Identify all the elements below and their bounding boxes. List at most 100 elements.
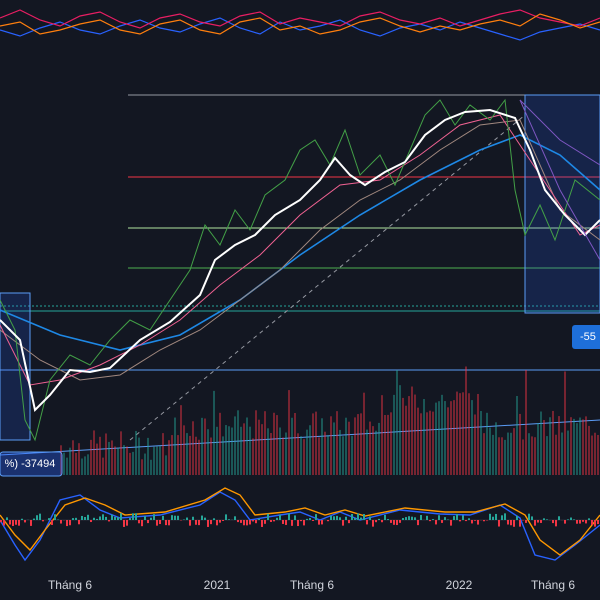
volume-bar xyxy=(213,390,215,475)
volume-bar xyxy=(435,402,437,475)
volume-bar xyxy=(504,439,506,475)
histogram-bar xyxy=(48,518,50,520)
volume-bar xyxy=(243,423,245,475)
histogram-bar xyxy=(69,520,71,526)
volume-bar xyxy=(171,435,173,475)
histogram-bar xyxy=(123,520,125,527)
volume-bar xyxy=(87,454,89,475)
volume-bar xyxy=(294,412,296,475)
volume-bar xyxy=(60,445,62,475)
volume-bar xyxy=(363,392,365,475)
histogram-bar xyxy=(15,520,17,525)
histogram-bar xyxy=(444,517,446,520)
volume-bar xyxy=(240,426,242,475)
histogram-bar xyxy=(171,515,173,520)
histogram-bar xyxy=(315,514,317,520)
histogram-bar xyxy=(348,520,350,524)
histogram-bar xyxy=(162,515,164,520)
histogram-bar xyxy=(30,520,32,526)
volume-bar xyxy=(210,437,212,475)
volume-bar xyxy=(420,413,422,475)
volume-bar xyxy=(108,441,110,475)
histogram-bar xyxy=(318,520,320,525)
volume-bar xyxy=(417,407,419,475)
volume-bar xyxy=(63,452,65,475)
histogram-bar xyxy=(537,520,539,523)
volume-bar xyxy=(393,394,395,475)
volume-bar xyxy=(96,443,98,475)
histogram-bar xyxy=(378,518,380,520)
volume-bar xyxy=(483,433,485,475)
volume-bar xyxy=(381,395,383,475)
volume-bar xyxy=(588,425,590,475)
histogram-bar xyxy=(513,520,515,527)
volume-bar xyxy=(150,459,152,475)
volume-bar xyxy=(264,411,266,475)
histogram-bar xyxy=(168,520,170,526)
histogram-bar xyxy=(240,520,242,523)
volume-bar xyxy=(336,411,338,475)
histogram-bar xyxy=(234,516,236,520)
price-badge xyxy=(572,325,600,349)
histogram-bar xyxy=(402,518,404,520)
volume-bar xyxy=(342,436,344,475)
histogram-bar xyxy=(519,520,521,527)
volume-bar xyxy=(153,446,155,475)
volume-bar xyxy=(519,413,521,475)
histogram-bar xyxy=(366,520,368,525)
histogram-bar xyxy=(345,516,347,520)
volume-bar xyxy=(324,431,326,475)
histogram-bar xyxy=(435,520,437,525)
histogram-bar xyxy=(393,520,395,525)
histogram-bar xyxy=(429,520,431,522)
volume-bar xyxy=(327,435,329,475)
volume-bar xyxy=(339,429,341,475)
volume-bar xyxy=(561,432,563,475)
price-line xyxy=(0,98,600,442)
histogram-bar xyxy=(369,516,371,520)
volume-bar xyxy=(228,426,230,475)
volume-bar xyxy=(252,438,254,475)
volume-bar xyxy=(360,413,362,475)
volume-bar xyxy=(522,439,524,475)
volume-bar xyxy=(525,370,527,475)
volume-bar xyxy=(528,433,530,475)
histogram-bar xyxy=(585,520,587,524)
volume-bar xyxy=(225,425,227,475)
trend-line xyxy=(0,419,600,456)
volume-bar xyxy=(513,428,515,475)
volume-bar xyxy=(234,416,236,475)
histogram-bar xyxy=(306,518,308,520)
histogram-bar xyxy=(192,516,194,520)
histogram-bar xyxy=(312,520,314,521)
volume-bar xyxy=(582,419,584,475)
volume-bar xyxy=(330,416,332,475)
volume-bar xyxy=(141,459,143,475)
volume-bar xyxy=(426,412,428,475)
x-tick-label: Tháng 6 xyxy=(290,578,334,592)
volume-bar xyxy=(534,437,536,475)
volume-bar xyxy=(372,426,374,475)
histogram-bar xyxy=(432,519,434,520)
histogram-bar xyxy=(546,519,548,520)
volume-bar xyxy=(357,414,359,475)
volume-bar xyxy=(438,401,440,475)
histogram-bar xyxy=(588,518,590,520)
volume-bar xyxy=(501,437,503,475)
volume-bar xyxy=(468,393,470,475)
volume-bar xyxy=(90,439,92,475)
histogram-bar xyxy=(6,517,8,520)
histogram-bar xyxy=(120,513,122,520)
volume-bar xyxy=(282,437,284,475)
histogram-bar xyxy=(534,520,536,526)
histogram-bar xyxy=(477,520,479,525)
volume-bar xyxy=(591,435,593,475)
volume-bar xyxy=(486,412,488,475)
volume-bar xyxy=(105,433,107,475)
histogram-bar xyxy=(111,514,113,520)
oscillator-line xyxy=(0,9,600,29)
volume-bar xyxy=(480,411,482,475)
histogram-bar xyxy=(102,514,104,520)
volume-bar xyxy=(516,395,518,475)
histogram-bar xyxy=(579,520,581,524)
